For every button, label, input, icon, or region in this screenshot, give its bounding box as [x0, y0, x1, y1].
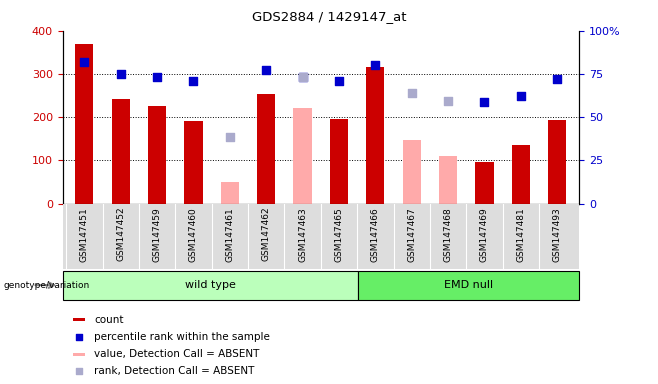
Bar [184, 121, 203, 204]
Text: GSM147481: GSM147481 [517, 207, 525, 262]
Text: value, Detection Call = ABSENT: value, Detection Call = ABSENT [94, 349, 259, 359]
Point [79, 59, 89, 65]
Bar [74, 318, 85, 321]
Point [443, 98, 453, 104]
Bar [220, 182, 239, 204]
Bar [74, 353, 85, 356]
Point [370, 62, 380, 68]
Point [74, 334, 84, 340]
Point [516, 93, 526, 99]
Text: GSM147459: GSM147459 [153, 207, 162, 262]
Point [334, 78, 344, 84]
Text: EMD null: EMD null [443, 280, 493, 290]
Text: percentile rank within the sample: percentile rank within the sample [94, 332, 270, 342]
Text: GSM147451: GSM147451 [80, 207, 89, 262]
Text: GSM147466: GSM147466 [371, 207, 380, 262]
Bar [257, 94, 275, 204]
Text: GSM147463: GSM147463 [298, 207, 307, 262]
Text: GSM147462: GSM147462 [262, 207, 270, 262]
Point [479, 98, 490, 104]
Bar [403, 140, 421, 204]
Bar [358, 271, 579, 300]
Text: GSM147461: GSM147461 [225, 207, 234, 262]
Point [552, 76, 563, 82]
Text: GDS2884 / 1429147_at: GDS2884 / 1429147_at [252, 10, 406, 23]
Bar [512, 145, 530, 204]
Bar [63, 271, 358, 300]
Point [297, 74, 308, 81]
Text: rank, Detection Call = ABSENT: rank, Detection Call = ABSENT [94, 366, 254, 376]
Bar [439, 156, 457, 204]
Point [261, 67, 272, 73]
Point [407, 90, 417, 96]
Text: GSM147468: GSM147468 [443, 207, 453, 262]
Point [74, 368, 84, 374]
Text: count: count [94, 314, 124, 324]
Bar [293, 108, 312, 204]
Point [152, 74, 163, 81]
Point [115, 71, 126, 77]
Bar [75, 44, 93, 204]
Bar [367, 68, 384, 204]
Bar [112, 99, 130, 204]
Bar [475, 162, 494, 204]
Bar [548, 120, 567, 204]
Bar [330, 119, 348, 204]
Text: GSM147469: GSM147469 [480, 207, 489, 262]
Point [224, 134, 235, 140]
Text: GSM147465: GSM147465 [334, 207, 343, 262]
Text: GSM147460: GSM147460 [189, 207, 198, 262]
Point [188, 78, 199, 84]
Bar [148, 106, 166, 204]
Point [297, 74, 308, 81]
Text: genotype/variation: genotype/variation [3, 281, 89, 290]
Text: GSM147493: GSM147493 [553, 207, 562, 262]
Text: GSM147467: GSM147467 [407, 207, 417, 262]
Text: GSM147452: GSM147452 [116, 207, 125, 262]
Text: wild type: wild type [185, 280, 236, 290]
